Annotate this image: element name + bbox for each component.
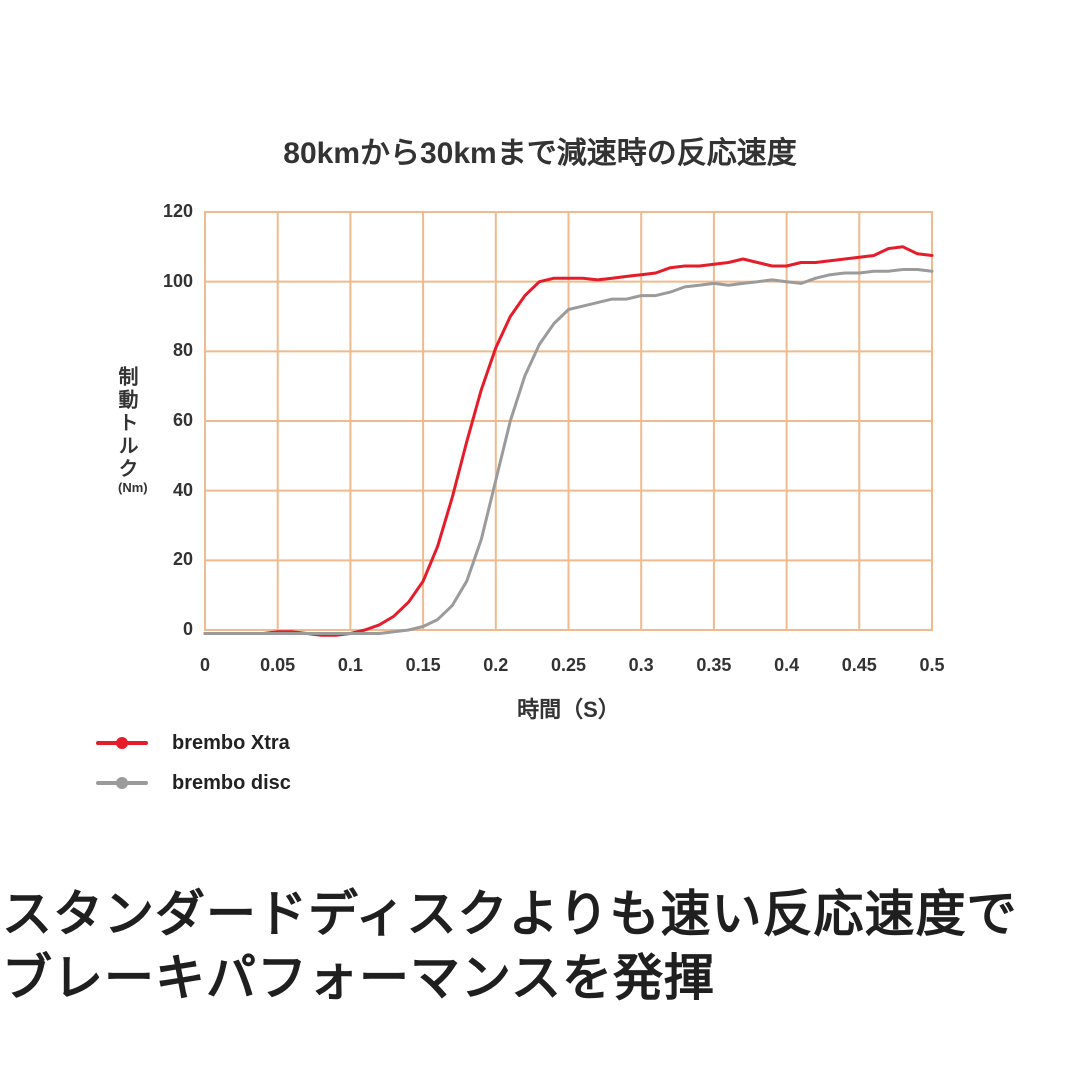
caption-line-1: スタンダードディスクよりも速い反応速度で	[2, 886, 1018, 942]
x-tick-label: 0.45	[841, 655, 877, 675]
y-tick-label: 60	[172, 410, 193, 430]
caption-line-2: ブレーキパフォーマンスを発揮	[2, 950, 715, 1006]
legend-marker-icon	[96, 736, 148, 750]
x-tick-label: 0	[199, 655, 210, 675]
legend-label: brembo Xtra	[172, 731, 290, 754]
caption-text: スタンダードディスクよりも速い反応速度で ブレーキパフォーマンスを発揮	[0, 882, 1080, 1010]
chart-legend: brembo Xtra brembo disc	[96, 728, 291, 808]
chart-svg	[203, 211, 934, 637]
y-tick-label: 20	[172, 549, 193, 570]
x-tick-label: 0.35	[696, 655, 732, 675]
y-axis-title: 制動トルク	[115, 366, 137, 481]
legend-marker-icon	[96, 776, 148, 790]
x-axis-title: 時間（S）	[517, 697, 620, 722]
y-axis-unit-label: (Nm)	[118, 480, 148, 495]
legend-label: brembo disc	[172, 771, 291, 794]
chart-title: 80kmから30kmまで減速時の反応速度	[283, 137, 797, 170]
plot-area	[203, 211, 934, 637]
x-tick-label: 0.25	[550, 655, 587, 675]
x-tick-label: 0.05	[260, 655, 296, 675]
x-tick-label: 0.1	[337, 655, 363, 675]
plot-border	[204, 211, 933, 631]
y-tick-label: 40	[172, 479, 193, 500]
series-line-brembo-disc	[203, 268, 934, 635]
legend-item-brembo-disc: brembo disc	[96, 768, 291, 798]
y-tick-label: 100	[162, 270, 193, 291]
legend-item-brembo-xtra: brembo Xtra	[96, 728, 291, 758]
x-tick-label: 0.4	[774, 655, 800, 675]
y-tick-label: 120	[162, 201, 193, 221]
x-tick-label: 0.15	[405, 655, 441, 675]
x-tick-label: 0.3	[628, 655, 654, 675]
y-tick-label: 80	[172, 340, 193, 361]
x-tick-label: 0.5	[919, 655, 945, 675]
x-tick-label: 0.2	[483, 655, 509, 675]
y-tick-label: 0	[182, 619, 193, 639]
series-line-brembo-xtra	[203, 245, 934, 637]
